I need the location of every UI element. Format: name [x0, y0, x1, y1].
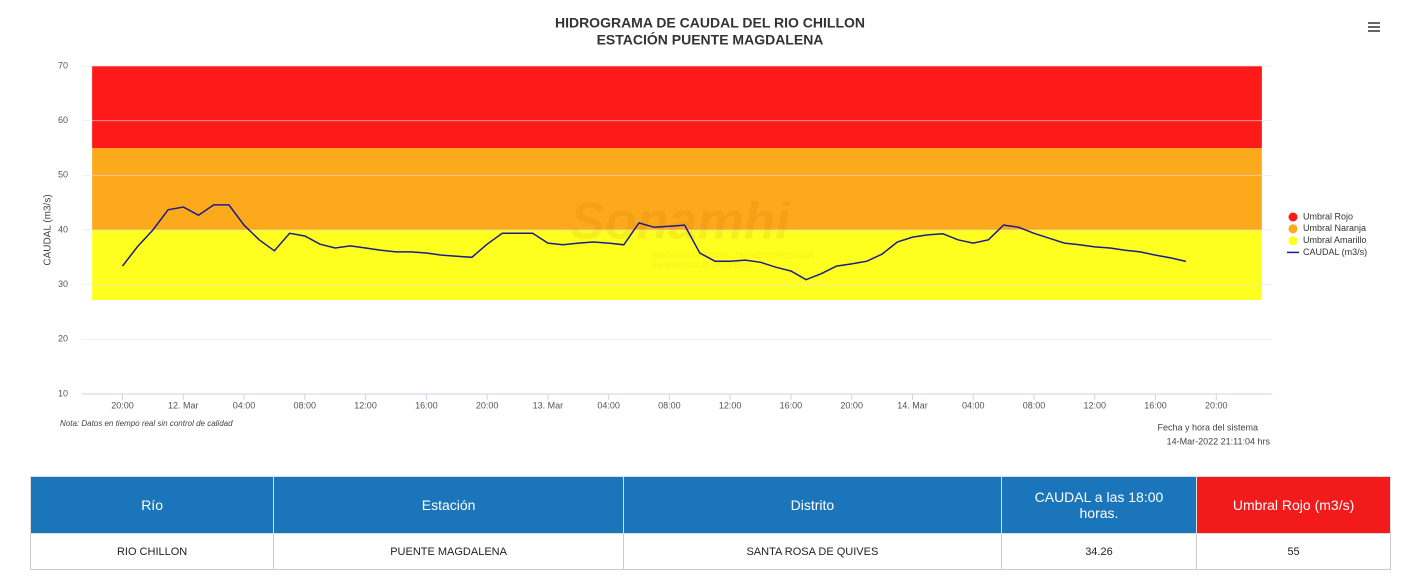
y-tick-label: 70	[58, 60, 68, 70]
note: Nota: Datos en tiempo real sin control d…	[60, 419, 233, 428]
menu-icon[interactable]	[1368, 22, 1380, 32]
x-tick-label: 12:00	[719, 400, 742, 410]
table-header: Estación	[273, 476, 624, 534]
x-tick-label: 13. Mar	[533, 400, 564, 410]
table-row: RIO CHILLON PUENTE MAGDALENA SANTA ROSA DE…	[29, 533, 1391, 570]
y-tick-label: 30	[58, 279, 68, 289]
x-tick-label: 12. Mar	[168, 400, 199, 410]
x-tick-label: 20:00	[111, 400, 134, 410]
x-tick-label: 04:00	[597, 400, 620, 410]
legend-label: Umbral Amarillo	[1303, 235, 1367, 245]
x-tick-label: 20:00	[476, 400, 499, 410]
table-header: Distrito	[622, 476, 1002, 534]
x-tick-label: 04:00	[233, 400, 256, 410]
chart-title: HIDROGRAMA DE CAUDAL DEL RIO CHILLON	[555, 15, 865, 31]
legend-marker	[1288, 236, 1298, 246]
summary-table: Río Estación Distrito CAUDAL a las 18:00 ho…	[29, 476, 1391, 570]
table-cell: 34.26	[1000, 533, 1198, 570]
x-tick-label: 16:00	[1144, 400, 1167, 410]
watermark-logo: Sonamhi	[570, 193, 791, 251]
table-header: Umbral Rojo (m3/s)	[1196, 476, 1391, 534]
table-cell: RIO CHILLON	[29, 533, 275, 570]
y-tick-label: 10	[58, 388, 68, 398]
table-cell: 55	[1196, 533, 1391, 570]
table-body: RIO CHILLON PUENTE MAGDALENA SANTA ROSA DE…	[29, 533, 1391, 570]
legend-marker	[1288, 212, 1298, 222]
menu-button[interactable]	[1364, 18, 1384, 36]
x-tick-label: 16:00	[415, 400, 438, 410]
chart: HIDROGRAMA DE CAUDAL DEL RIO CHILLON EST…	[43, 15, 1384, 446]
x-tick-label: 20:00	[1205, 400, 1228, 410]
x-tick-label: 20:00	[840, 400, 863, 410]
system-label: Fecha y hora del sistema	[1157, 422, 1258, 432]
legend-label: CAUDAL (m3/s)	[1303, 247, 1367, 257]
table-header: Río	[29, 476, 275, 534]
x-tick-label: 04:00	[962, 400, 985, 410]
data-line	[121, 204, 1187, 281]
y-tick-label: 20	[58, 334, 68, 344]
system-time: 14-Mar-2022 21:11:04 hrs	[1167, 436, 1271, 446]
x-tick-label: 14. Mar	[897, 400, 928, 410]
legend-label: Umbral Rojo	[1303, 211, 1353, 221]
x-tick-label: 08:00	[1023, 400, 1046, 410]
header-row: Río Estación Distrito CAUDAL a las 18:00 ho…	[29, 476, 1391, 534]
y-tick-label: 50	[58, 170, 68, 180]
threshold-band	[92, 148, 1262, 230]
x-tick-label: 08:00	[658, 400, 681, 410]
watermark-text: E HIDROLOGÍA DEL PERÚ	[652, 261, 752, 270]
y-axis-label: CAUDAL (m3/s)	[43, 194, 54, 265]
table-header: CAUDAL a las 18:00 horas.	[1000, 476, 1198, 534]
watermark-text: SERVICIO NACIONAL DE METEOROLOGÍA	[652, 251, 814, 260]
x-tick-label: 16:00	[780, 400, 803, 410]
chart-subtitle: ESTACIÓN PUENTE MAGDALENA	[597, 31, 824, 48]
x-tick-label: 08:00	[294, 400, 317, 410]
x-tick-label: 12:00	[354, 400, 377, 410]
legend-marker	[1288, 224, 1298, 234]
x-tick-label: 12:00	[1084, 400, 1107, 410]
legend-label: Umbral Naranja	[1303, 223, 1366, 233]
threshold-band	[92, 66, 1262, 148]
y-tick-label: 40	[58, 224, 68, 234]
threshold-band	[92, 230, 1262, 300]
table-cell: SANTA ROSA DE QUIVES	[622, 533, 1002, 570]
y-tick-label: 60	[58, 115, 68, 125]
table-cell: PUENTE MAGDALENA	[273, 533, 624, 570]
